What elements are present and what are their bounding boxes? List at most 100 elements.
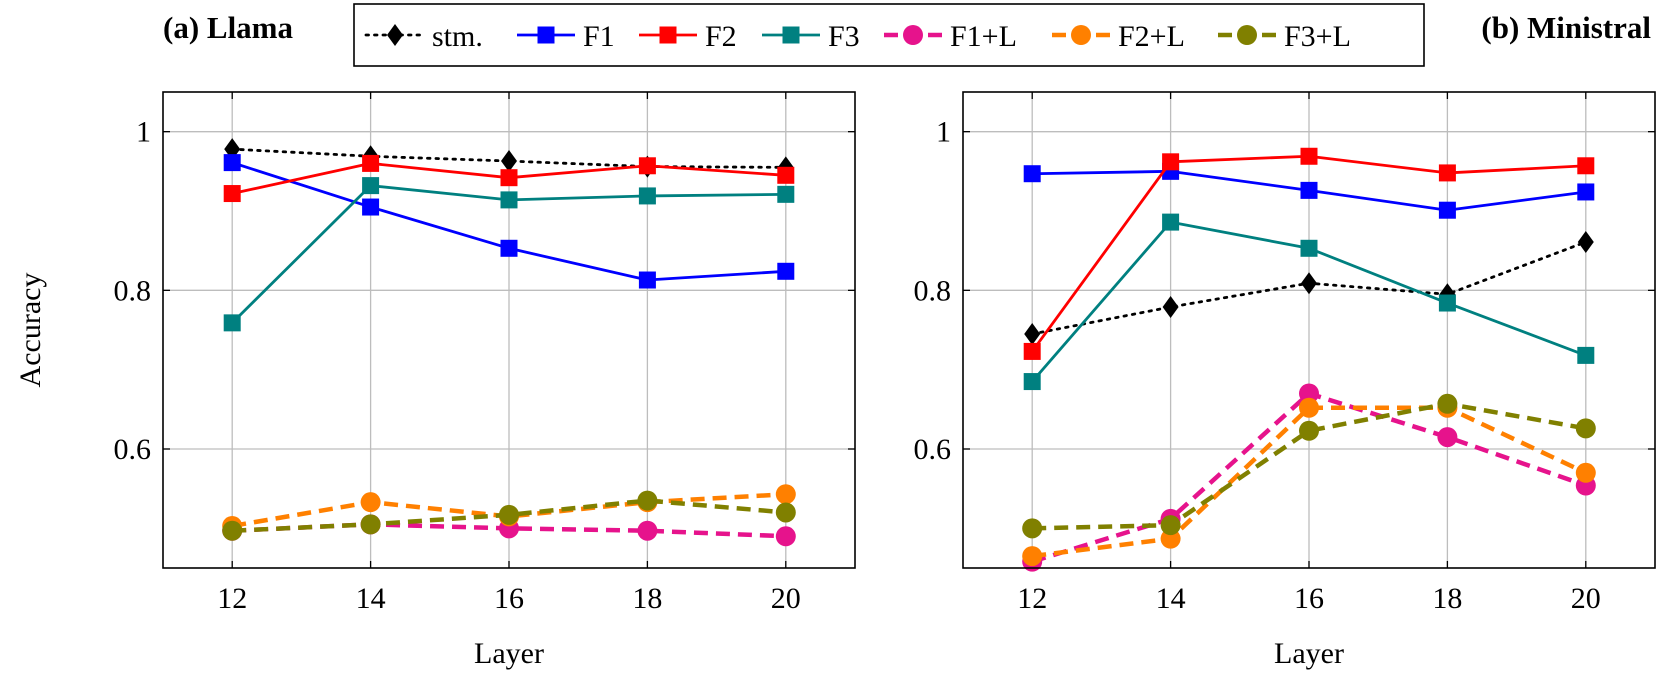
- data-point: [362, 177, 380, 195]
- data-point: [1299, 420, 1319, 441]
- data-point: [499, 504, 519, 525]
- legend-entry-f2-l: F2+L: [1052, 20, 1185, 53]
- data-point: [360, 514, 381, 535]
- data-point: [1299, 383, 1319, 404]
- data-point: [1437, 393, 1458, 414]
- series-layer: [222, 138, 796, 547]
- legend-entry-f1-l: F1+L: [884, 20, 1017, 53]
- data-point: [1023, 373, 1041, 391]
- x-axis-label: Layer: [474, 637, 544, 670]
- y-tick-label: 1: [936, 116, 951, 149]
- y-tick-label: 0.8: [114, 274, 152, 307]
- chart-title: (a) Llama: [163, 10, 294, 45]
- legend-marker: [659, 26, 677, 44]
- legend-entry-f1: F1: [517, 20, 615, 53]
- data-point: [362, 198, 380, 216]
- data-point: [223, 185, 241, 203]
- chart-title: (b) Ministral: [1481, 10, 1651, 45]
- x-tick-label: 16: [1294, 582, 1324, 615]
- data-point: [1301, 272, 1317, 295]
- series-line: [1032, 401, 1587, 531]
- plot-frame: [162, 91, 856, 569]
- data-point: [1438, 294, 1456, 312]
- data-point: [1300, 147, 1318, 165]
- data-point: [1022, 518, 1043, 539]
- data-point: [1575, 418, 1596, 439]
- legend-label: stm.: [432, 20, 483, 53]
- x-tick-label: 20: [771, 582, 801, 615]
- data-point: [500, 191, 518, 209]
- y-tick-label: 0.6: [914, 433, 952, 466]
- series-line: [230, 147, 788, 169]
- x-axis-label: Layer: [1274, 637, 1344, 670]
- data-point: [775, 502, 796, 523]
- data-point: [637, 520, 658, 541]
- data-point: [1299, 397, 1319, 418]
- x-tick-label: 14: [356, 582, 386, 615]
- data-point: [360, 492, 381, 513]
- data-point: [1162, 295, 1179, 318]
- chart-ministral: 12 14 16 18 20 0.6 0.8 1 Layer (b) Ministral: [914, 10, 1656, 670]
- data-point: [1577, 183, 1595, 201]
- x-tick-label: 16: [494, 582, 524, 615]
- y-axis-label: Accuracy: [14, 273, 47, 388]
- x-tick-label: 12: [217, 582, 247, 615]
- data-point: [500, 169, 518, 187]
- legend-entry-f3: F3: [762, 20, 860, 53]
- data-point: [777, 166, 795, 184]
- data-point: [501, 150, 517, 173]
- legend-label: F2: [705, 20, 737, 53]
- legend-marker: [782, 26, 800, 44]
- series-f3: [223, 177, 795, 332]
- data-point: [1577, 230, 1594, 253]
- data-point: [223, 314, 241, 332]
- legend-marker: [387, 24, 403, 46]
- legend-entry-stm-: stm.: [364, 20, 483, 53]
- series-f3-l: [1022, 393, 1596, 539]
- data-point: [1300, 239, 1318, 257]
- data-point: [1577, 157, 1595, 175]
- data-point: [500, 239, 518, 257]
- legend-label: F1+L: [950, 20, 1017, 53]
- data-point: [638, 271, 656, 289]
- x-tick-label: 18: [1432, 582, 1462, 615]
- series-layer: [1022, 147, 1596, 572]
- data-point: [777, 262, 795, 280]
- chart-llama: 12 14 16 18 20 0.6 0.8 1 Layer Accuracy (a) Llama: [14, 10, 856, 670]
- series-line: [231, 491, 786, 529]
- plot-frame: [962, 91, 1656, 569]
- series-f1: [223, 154, 795, 289]
- legend-label: F3: [828, 20, 860, 53]
- legend-label: F3+L: [1284, 20, 1351, 53]
- legend-label: F2+L: [1118, 20, 1185, 53]
- y-tick-label: 0.8: [914, 274, 952, 307]
- data-point: [1023, 342, 1041, 360]
- x-tick-label: 20: [1571, 582, 1601, 615]
- data-point: [1024, 322, 1041, 345]
- legend-label: F1: [583, 20, 615, 53]
- series-f3-l: [222, 490, 796, 541]
- y-tick-label: 1: [136, 116, 151, 149]
- series-f2: [1023, 147, 1595, 360]
- series-f2: [223, 154, 795, 203]
- data-point: [638, 157, 656, 175]
- data-point: [1023, 165, 1041, 183]
- legend-marker: [1071, 25, 1091, 45]
- data-point: [638, 187, 656, 205]
- data-point: [1438, 201, 1456, 219]
- series-f1: [1023, 162, 1595, 219]
- data-point: [1160, 515, 1181, 536]
- data-point: [637, 490, 658, 511]
- x-tick-label: 18: [632, 582, 662, 615]
- data-point: [775, 484, 796, 505]
- series-f2-l: [1022, 397, 1596, 567]
- legend-marker: [537, 26, 555, 44]
- data-point: [1577, 346, 1595, 364]
- data-point: [223, 154, 241, 172]
- data-point: [1438, 164, 1456, 182]
- legend: stm. F1 F2 F3 F1+L F2+L F3+L: [353, 3, 1425, 67]
- data-point: [222, 520, 243, 541]
- data-point: [1437, 427, 1458, 448]
- legend-entry-f2: F2: [639, 20, 737, 53]
